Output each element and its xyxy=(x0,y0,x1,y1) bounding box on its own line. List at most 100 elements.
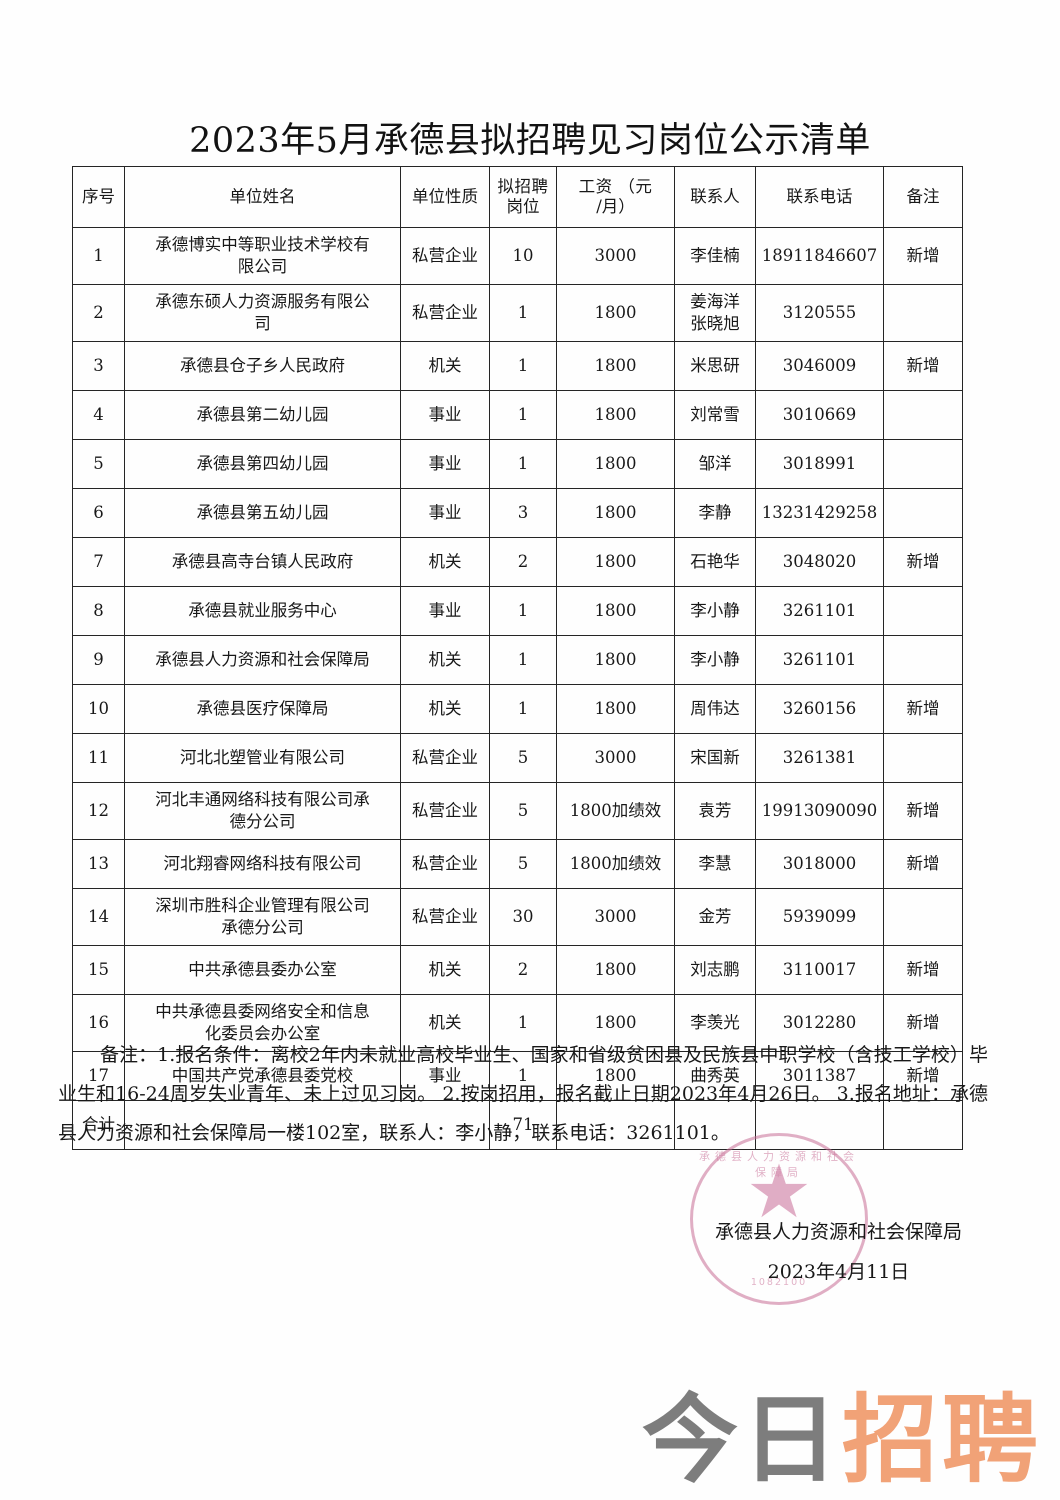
cell-wage: 3000 xyxy=(556,733,675,783)
cell-contact-phone: 3046009 xyxy=(755,341,884,391)
cell-remark xyxy=(883,284,963,342)
cell-wage: 1800 xyxy=(556,488,675,538)
cell-remark: 新增 xyxy=(883,994,963,1052)
cell-index: 8 xyxy=(72,586,125,636)
cell-unit-name: 中共承德县委办公室 xyxy=(124,945,401,995)
cell-contact-person: 邹洋 xyxy=(674,439,756,489)
cell-wage: 3000 xyxy=(556,227,675,285)
cell-remark: 新增 xyxy=(883,341,963,391)
cell-planned-posts: 5 xyxy=(489,839,557,889)
cell-unit-nature: 事业 xyxy=(400,488,490,538)
cell-line: 河北丰通网络科技有限公司承 xyxy=(155,790,370,810)
cell-remark: 新增 xyxy=(883,684,963,734)
cell-unit-name: 承德县第二幼儿园 xyxy=(124,390,401,440)
cell-contact-phone: 13231429258 xyxy=(755,488,884,538)
cell-remark xyxy=(883,586,963,636)
cell-index: 3 xyxy=(72,341,125,391)
cell-planned-posts: 1 xyxy=(489,1051,557,1101)
cell-contact-person: 李慧 xyxy=(674,839,756,889)
table-row: 8 承德县就业服务中心 事业 1 1800 李小静 3261101 xyxy=(72,586,963,636)
cell-contact-person: 刘志鹏 xyxy=(674,945,756,995)
cell-line: 司 xyxy=(254,314,271,333)
cell-line: 张晓旭 xyxy=(690,314,740,333)
cell-planned-posts: 5 xyxy=(489,733,557,783)
cell-contact-person: 李静 xyxy=(674,488,756,538)
column-header-unit-nature: 单位性质 xyxy=(400,166,490,228)
table-row: 14 深圳市胜科企业管理有限公司 承德分公司 私营企业 30 3000 金芳 5939099 xyxy=(72,888,963,946)
cell-contact-person: 李佳楠 xyxy=(674,227,756,285)
cell-unit-name: 深圳市胜科企业管理有限公司 承德分公司 xyxy=(124,888,401,946)
cell-contact-phone: 3018000 xyxy=(755,839,884,889)
cell-index: 5 xyxy=(72,439,125,489)
signature-issuer: 承德县人力资源和社会保障局 xyxy=(714,1221,962,1243)
cell-contact-person: 刘常雪 xyxy=(674,390,756,440)
cell-unit-name: 中国共产党承德县委党校 xyxy=(124,1051,401,1101)
cell-line: 深圳市胜科企业管理有限公司 xyxy=(155,896,370,916)
cell-total-blank-person xyxy=(674,1100,756,1150)
cell-unit-name: 河北丰通网络科技有限公司承 德分公司 xyxy=(124,782,401,840)
cell-total-posts: 71 xyxy=(489,1100,557,1150)
footnote-text: 备注：1.报名条件：离校2年内未就业高校毕业生、国家和省级贫困县及民族县中职学校… xyxy=(58,1044,988,1144)
cell-wage: 1800 xyxy=(556,341,675,391)
cell-unit-name: 河北北塑管业有限公司 xyxy=(124,733,401,783)
cell-contact-person: 周伟达 xyxy=(674,684,756,734)
cell-remark: 新增 xyxy=(883,839,963,889)
cell-wage: 1800 xyxy=(556,537,675,587)
cell-planned-posts: 1 xyxy=(489,635,557,685)
cell-contact-phone: 3261381 xyxy=(755,733,884,783)
cell-contact-person: 宋国新 xyxy=(674,733,756,783)
cell-unit-nature: 机关 xyxy=(400,994,490,1052)
cell-remark xyxy=(883,488,963,538)
cell-unit-nature: 事业 xyxy=(400,439,490,489)
cell-index: 12 xyxy=(72,782,125,840)
cell-index: 11 xyxy=(72,733,125,783)
column-header-unit-name: 单位姓名 xyxy=(124,166,401,228)
cell-planned-posts: 2 xyxy=(489,945,557,995)
cell-line: 德分公司 xyxy=(229,812,296,831)
cell-contact-phone: 3012280 xyxy=(755,994,884,1052)
cell-planned-posts: 5 xyxy=(489,782,557,840)
column-header-wage: 工资 （元 /月） xyxy=(556,166,675,228)
cell-contact-person: 姜海洋 张晓旭 xyxy=(674,284,756,342)
cell-unit-nature: 机关 xyxy=(400,635,490,685)
cell-unit-nature: 机关 xyxy=(400,341,490,391)
cell-contact-person: 李小静 xyxy=(674,635,756,685)
cell-index: 9 xyxy=(72,635,125,685)
cell-unit-name: 承德县就业服务中心 xyxy=(124,586,401,636)
cell-unit-nature: 私营企业 xyxy=(400,782,490,840)
cell-unit-nature: 机关 xyxy=(400,684,490,734)
column-header-wage-line2: /月） xyxy=(596,197,635,216)
cell-wage: 1800加绩效 xyxy=(556,782,675,840)
cell-index: 13 xyxy=(72,839,125,889)
table-body: 1 承德博实中等职业技术学校有 限公司 私营企业 10 3000 李佳楠 1891184660… xyxy=(72,227,963,1150)
table-row: 9 承德县人力资源和社会保障局 机关 1 1800 李小静 3261101 xyxy=(72,635,963,685)
table-row: 15 中共承德县委办公室 机关 2 1800 刘志鹏 3110017 新增 xyxy=(72,945,963,995)
table-header: 序号 单位姓名 单位性质 拟招聘 岗位 工资 （元 /月） 联系人 联系电话 xyxy=(72,166,963,228)
cell-planned-posts: 1 xyxy=(489,341,557,391)
cell-unit-nature: 私营企业 xyxy=(400,839,490,889)
watermark-text-orange: 招聘 xyxy=(842,1384,1042,1496)
cell-remark: 新增 xyxy=(883,1051,963,1101)
cell-unit-name: 承德县仓子乡人民政府 xyxy=(124,341,401,391)
cell-index: 7 xyxy=(72,537,125,587)
cell-unit-name: 承德博实中等职业技术学校有 限公司 xyxy=(124,227,401,285)
cell-wage: 1800 xyxy=(556,390,675,440)
cell-unit-nature: 事业 xyxy=(400,586,490,636)
cell-total-label: 合计 xyxy=(72,1100,125,1150)
cell-unit-name: 承德县第五幼儿园 xyxy=(124,488,401,538)
cell-unit-name: 承德县人力资源和社会保障局 xyxy=(124,635,401,685)
cell-contact-person: 曲秀英 xyxy=(674,1051,756,1101)
cell-line: 承德分公司 xyxy=(221,918,304,937)
cell-contact-phone: 3261101 xyxy=(755,586,884,636)
cell-wage: 1800 xyxy=(556,1051,675,1101)
cell-unit-nature: 机关 xyxy=(400,945,490,995)
watermark-logo: 今日招聘 xyxy=(642,1392,1042,1488)
cell-index: 2 xyxy=(72,284,125,342)
cell-contact-phone: 3048020 xyxy=(755,537,884,587)
cell-planned-posts: 2 xyxy=(489,537,557,587)
cell-remark: 新增 xyxy=(883,227,963,285)
cell-wage: 1800加绩效 xyxy=(556,839,675,889)
cell-contact-person: 李羡光 xyxy=(674,994,756,1052)
table-row: 13 河北翔睿网络科技有限公司 私营企业 5 1800加绩效 李慧 3018000 新增 xyxy=(72,839,963,889)
